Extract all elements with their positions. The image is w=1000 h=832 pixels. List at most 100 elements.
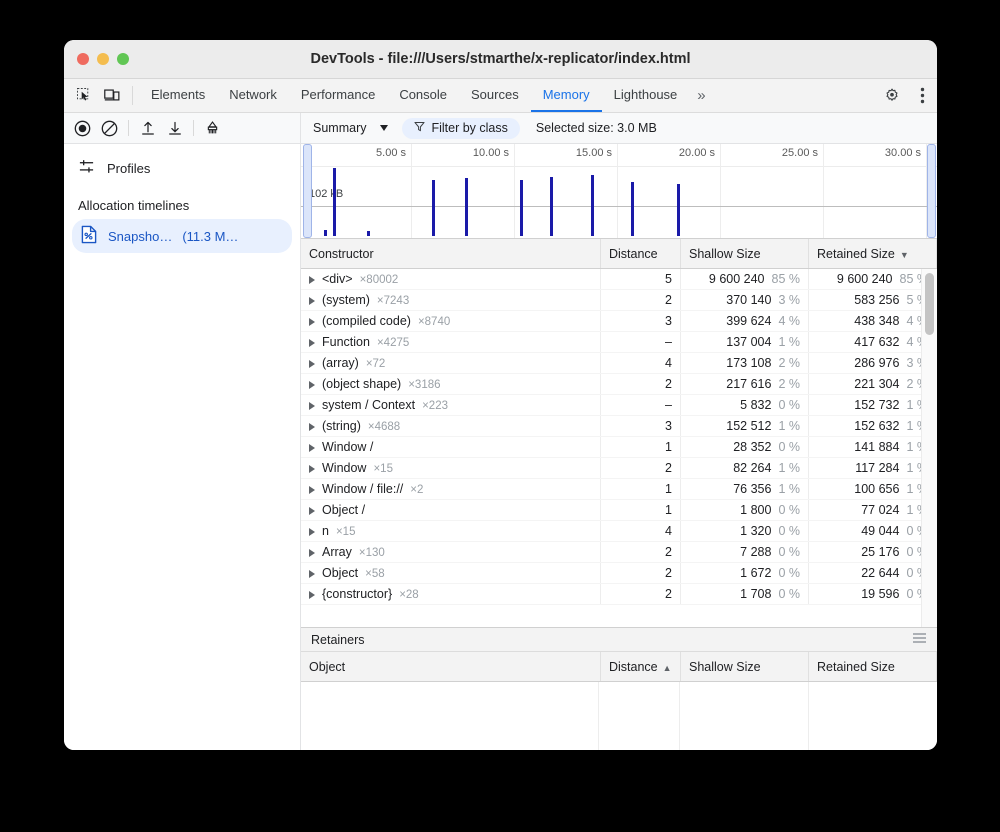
tab-elements[interactable]: Elements — [139, 79, 217, 112]
cell-constructor[interactable]: {constructor} ×28 — [301, 583, 601, 605]
expand-triangle-icon[interactable] — [309, 443, 315, 452]
chevron-double-right-icon[interactable]: » — [697, 87, 706, 104]
filter-by-class-input[interactable]: Filter by class — [402, 117, 520, 139]
column-header-constructor[interactable]: Constructor — [301, 239, 601, 269]
sort-asc-icon: ▲ — [662, 662, 672, 673]
expand-triangle-icon[interactable] — [309, 485, 315, 494]
close-button[interactable] — [77, 53, 89, 65]
cell-constructor[interactable]: Object / — [301, 499, 601, 521]
table-row[interactable]: Object / 1 1 800 0 % 77 024 1 % — [301, 499, 937, 521]
more-vertical-icon[interactable] — [907, 87, 937, 104]
column-label: Shallow Size — [689, 659, 761, 674]
tab-lighthouse[interactable]: Lighthouse — [602, 79, 690, 112]
collect-garbage-icon[interactable] — [199, 113, 226, 143]
shallow-pct: 0 % — [778, 398, 800, 412]
device-toolbar-icon[interactable] — [98, 79, 126, 112]
expand-triangle-icon[interactable] — [309, 569, 315, 578]
cell-constructor[interactable]: n ×15 — [301, 520, 601, 542]
sidebar-item-profiles[interactable]: Profiles — [64, 152, 300, 184]
tab-label: Network — [229, 87, 277, 102]
load-profile-icon[interactable] — [134, 113, 161, 143]
table-row[interactable]: (compiled code) ×8740 3 399 624 4 % 438 34… — [301, 310, 937, 332]
record-icon[interactable] — [69, 113, 96, 143]
table-row[interactable]: <div> ×80002 5 9 600 240 85 % 9 600 240 85 … — [301, 269, 937, 290]
table-row[interactable]: Window / file:// ×2 1 76 356 1 % 100 656 1 … — [301, 478, 937, 500]
cell-constructor[interactable]: (array) ×72 — [301, 352, 601, 374]
table-row[interactable]: (system) ×7243 2 370 140 3 % 583 256 5 % — [301, 289, 937, 311]
constructor-count: ×3186 — [408, 379, 441, 391]
hamburger-icon[interactable] — [912, 632, 927, 647]
cell-constructor[interactable]: (system) ×7243 — [301, 289, 601, 311]
cell-constructor[interactable]: Function ×4275 — [301, 331, 601, 353]
cell-constructor[interactable]: <div> ×80002 — [301, 269, 601, 290]
cell-distance: 4 — [600, 520, 681, 542]
constructors-scrollbar[interactable] — [921, 269, 937, 627]
cell-constructor[interactable]: Array ×130 — [301, 541, 601, 563]
expand-triangle-icon[interactable] — [309, 527, 315, 536]
constructors-scroll-area[interactable]: <div> ×80002 5 9 600 240 85 % 9 600 240 85 … — [301, 269, 937, 627]
table-row[interactable]: n ×15 4 1 320 0 % 49 044 0 % — [301, 520, 937, 542]
allocation-timeline-overview[interactable]: 5.00 s 10.00 s 15.00 s 20.00 s 25.00 s 3… — [301, 144, 937, 239]
tab-performance[interactable]: Performance — [289, 79, 387, 112]
expand-triangle-icon[interactable] — [309, 401, 315, 410]
scrollbar-thumb[interactable] — [925, 273, 934, 335]
expand-triangle-icon[interactable] — [309, 590, 315, 599]
expand-triangle-icon[interactable] — [309, 464, 315, 473]
table-row[interactable]: Object ×58 2 1 672 0 % 22 644 0 % — [301, 562, 937, 584]
expand-triangle-icon[interactable] — [309, 548, 315, 557]
expand-triangle-icon[interactable] — [309, 359, 315, 368]
shallow-value: 1 672 — [740, 566, 772, 580]
column-header-retained-size[interactable]: Retained Size ▼ — [808, 239, 937, 269]
table-row[interactable]: (object shape) ×3186 2 217 616 2 % 221 304… — [301, 373, 937, 395]
save-profile-icon[interactable] — [161, 113, 188, 143]
expand-triangle-icon[interactable] — [309, 275, 315, 284]
expand-triangle-icon[interactable] — [309, 422, 315, 431]
column-header-shallow-size[interactable]: Shallow Size — [680, 239, 809, 269]
table-header-row: Constructor Distance Shallow Size Retain… — [301, 239, 937, 269]
expand-triangle-icon[interactable] — [309, 506, 315, 515]
clear-icon[interactable] — [96, 113, 123, 143]
tab-memory[interactable]: Memory — [530, 79, 602, 112]
cell-constructor[interactable]: (string) ×4688 — [301, 415, 601, 437]
table-row[interactable]: Function ×4275 – 137 004 1 % 417 632 4 % — [301, 331, 937, 353]
cell-constructor[interactable]: Window / file:// ×2 — [301, 478, 601, 500]
maximize-button[interactable] — [117, 53, 129, 65]
overview-window-left-handle[interactable] — [303, 144, 312, 238]
cell-shallow-size: 370 140 3 % — [680, 289, 809, 311]
expand-triangle-icon[interactable] — [309, 338, 315, 347]
tab-network[interactable]: Network — [217, 79, 289, 112]
view-mode-select[interactable]: Summary — [313, 121, 389, 135]
table-row[interactable]: Array ×130 2 7 288 0 % 25 176 0 % — [301, 541, 937, 563]
cell-constructor[interactable]: Object ×58 — [301, 562, 601, 584]
tab-console[interactable]: Console — [387, 79, 459, 112]
table-row[interactable]: {constructor} ×28 2 1 708 0 % 19 596 0 % — [301, 583, 937, 605]
table-row[interactable]: (array) ×72 4 173 108 2 % 286 976 3 % — [301, 352, 937, 374]
expand-triangle-icon[interactable] — [309, 317, 315, 326]
retainers-body[interactable] — [301, 682, 937, 750]
cell-constructor[interactable]: Window ×15 — [301, 457, 601, 479]
sidebar-item-snapshot[interactable]: Snapsho… (11.3 M… — [72, 219, 292, 253]
table-row[interactable]: Window / 1 28 352 0 % 141 884 1 % — [301, 436, 937, 458]
column-header-retainer-shallow[interactable]: Shallow Size — [680, 652, 809, 682]
cell-constructor[interactable]: system / Context ×223 — [301, 394, 601, 416]
table-row[interactable]: (string) ×4688 3 152 512 1 % 152 632 1 % — [301, 415, 937, 437]
column-header-object[interactable]: Object — [301, 652, 601, 682]
gear-icon[interactable] — [877, 88, 907, 104]
expand-triangle-icon[interactable] — [309, 380, 315, 389]
cell-constructor[interactable]: (object shape) ×3186 — [301, 373, 601, 395]
table-row[interactable]: Window ×15 2 82 264 1 % 117 284 1 % — [301, 457, 937, 479]
memory-content: 5.00 s 10.00 s 15.00 s 20.00 s 25.00 s 3… — [301, 144, 937, 750]
overview-window-right-handle[interactable] — [927, 144, 936, 238]
column-header-distance[interactable]: Distance — [600, 239, 681, 269]
column-header-retainer-distance[interactable]: Distance ▲ — [600, 652, 681, 682]
constructor-name: <div> — [322, 272, 353, 286]
tab-sources[interactable]: Sources — [459, 79, 531, 112]
table-row[interactable]: system / Context ×223 – 5 832 0 % 152 732 1… — [301, 394, 937, 416]
minimize-button[interactable] — [97, 53, 109, 65]
retained-value: 77 024 — [861, 503, 900, 517]
inspect-element-icon[interactable] — [70, 79, 98, 112]
column-header-retainer-retained[interactable]: Retained Size — [808, 652, 937, 682]
expand-triangle-icon[interactable] — [309, 296, 315, 305]
cell-constructor[interactable]: (compiled code) ×8740 — [301, 310, 601, 332]
cell-constructor[interactable]: Window / — [301, 436, 601, 458]
